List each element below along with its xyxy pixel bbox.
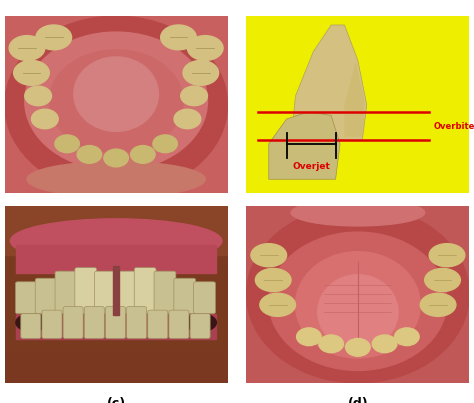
FancyBboxPatch shape [84,307,104,339]
FancyBboxPatch shape [190,314,210,339]
Ellipse shape [346,339,370,356]
Ellipse shape [425,268,460,291]
FancyBboxPatch shape [148,310,168,339]
Ellipse shape [319,335,343,353]
Ellipse shape [260,293,295,316]
FancyBboxPatch shape [169,310,189,339]
Ellipse shape [183,60,219,85]
Bar [113,266,119,316]
FancyBboxPatch shape [114,271,137,314]
Ellipse shape [420,293,456,316]
Ellipse shape [10,219,222,263]
Bar [5,351,228,383]
FancyBboxPatch shape [105,307,126,339]
FancyBboxPatch shape [55,271,77,314]
Ellipse shape [291,199,425,226]
Ellipse shape [25,86,52,106]
Ellipse shape [153,135,177,153]
Ellipse shape [174,109,201,129]
FancyBboxPatch shape [194,282,216,314]
Text: (c): (c) [107,397,126,403]
FancyBboxPatch shape [75,268,97,314]
FancyBboxPatch shape [95,271,117,314]
Polygon shape [291,25,367,140]
Ellipse shape [31,109,58,129]
Ellipse shape [251,244,287,267]
Ellipse shape [395,328,419,346]
Ellipse shape [429,244,465,267]
Text: Overjet: Overjet [292,162,330,170]
Ellipse shape [161,25,196,50]
FancyBboxPatch shape [42,310,62,339]
FancyBboxPatch shape [154,271,176,314]
Ellipse shape [295,251,420,358]
Ellipse shape [5,16,228,193]
FancyBboxPatch shape [63,307,83,339]
Polygon shape [269,112,340,179]
Ellipse shape [181,86,208,106]
Ellipse shape [49,50,183,153]
Ellipse shape [14,60,49,85]
Ellipse shape [16,314,47,331]
Bar [16,314,216,339]
FancyBboxPatch shape [127,307,146,339]
Ellipse shape [255,268,291,291]
Ellipse shape [131,145,155,163]
Polygon shape [345,62,365,137]
Ellipse shape [25,32,208,170]
Ellipse shape [77,145,101,163]
Bar [16,245,216,273]
Ellipse shape [318,275,398,349]
Ellipse shape [9,35,45,60]
Text: Overbite: Overbite [434,122,474,131]
Ellipse shape [297,328,321,346]
FancyBboxPatch shape [16,282,37,314]
Ellipse shape [74,57,158,131]
Ellipse shape [36,25,72,50]
FancyBboxPatch shape [35,278,57,314]
FancyBboxPatch shape [134,268,156,314]
Text: (d): (d) [347,397,368,403]
Ellipse shape [104,149,128,167]
Bar [5,206,228,255]
Text: (a): (a) [106,208,126,220]
Text: (b): (b) [347,208,368,220]
Ellipse shape [27,162,205,197]
Ellipse shape [246,206,469,383]
FancyBboxPatch shape [21,314,41,339]
Ellipse shape [373,335,397,353]
Ellipse shape [55,135,79,153]
Ellipse shape [269,232,447,370]
FancyBboxPatch shape [174,278,196,314]
Ellipse shape [185,314,216,331]
Ellipse shape [187,35,223,60]
